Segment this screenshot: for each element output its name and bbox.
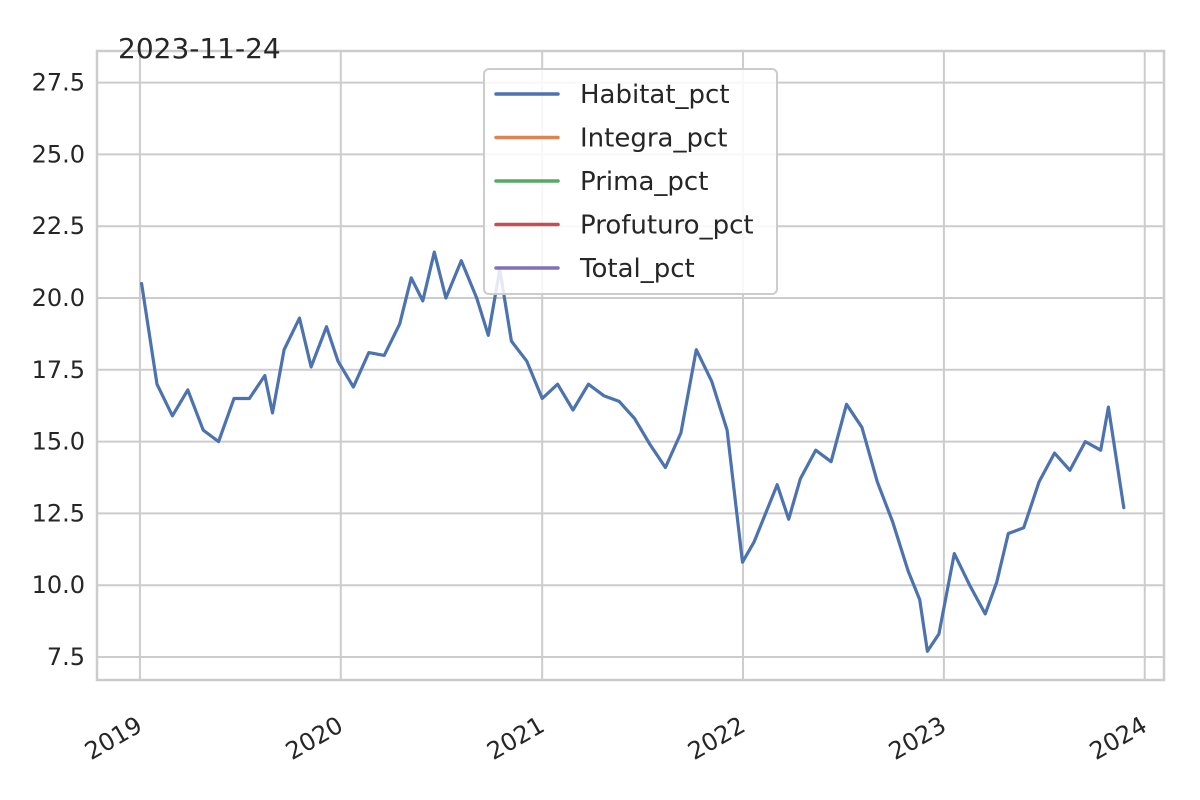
legend-box: [483, 68, 778, 295]
y-tick-label: 7.5: [47, 643, 85, 671]
x-tick-label: 2019: [80, 711, 147, 766]
legend-label: Total_pct: [579, 254, 695, 284]
legend-label: Integra_pct: [580, 124, 727, 154]
series-layer: [140, 250, 1126, 653]
y-tick-label: 17.5: [32, 356, 85, 384]
y-axis: 7.5 10.0 12.5 15.0 17.5 20.0 22.5 25.0 27.5: [32, 69, 85, 671]
x-tick-label: 2023: [884, 711, 951, 766]
chart-title: 2023-11-24: [118, 32, 281, 65]
x-tick-label: 2020: [281, 711, 348, 766]
y-tick-label: 10.0: [32, 571, 85, 599]
y-tick-label: 15.0: [32, 428, 85, 456]
x-tick-label: 2022: [683, 711, 750, 766]
y-tick-label: 27.5: [32, 69, 85, 97]
y-tick-label: 22.5: [32, 212, 85, 240]
legend-label: Habitat_pct: [580, 80, 730, 110]
x-tick-label: 2021: [482, 711, 549, 766]
legend-label: Profuturo_pct: [580, 211, 754, 241]
y-tick-label: 25.0: [32, 140, 85, 168]
plot-frame: [95, 49, 1166, 682]
x-axis: 2019 2020 2021 2022 2023 2024: [80, 711, 1152, 766]
x-tick-label: 2024: [1085, 711, 1152, 766]
legend-label: Prima_pct: [580, 167, 708, 197]
legend: Habitat_pct Integra_pct Prima_pct Profuturo…: [483, 68, 778, 295]
y-tick-label: 20.0: [32, 284, 85, 312]
y-tick-label: 12.5: [32, 499, 85, 527]
series-line-habitat-pct: [140, 250, 1126, 653]
